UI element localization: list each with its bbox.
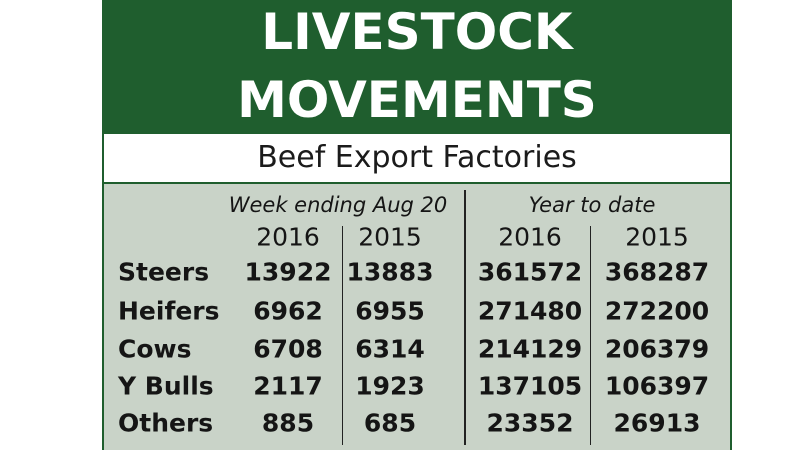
row-label: Others bbox=[118, 408, 214, 438]
table-cell: 137105 bbox=[477, 371, 583, 401]
group-header-ytd: Year to date bbox=[528, 193, 656, 217]
table-cell: 6955 bbox=[355, 296, 425, 326]
column-divider-ytd bbox=[590, 226, 591, 445]
table-cell: 214129 bbox=[477, 334, 583, 364]
table-cell: 23352 bbox=[486, 408, 574, 438]
table-cell: 106397 bbox=[604, 371, 710, 401]
table-cell: 685 bbox=[363, 408, 417, 438]
title-banner: LIVESTOCK MOVEMENTS bbox=[104, 0, 730, 134]
row-label: Y Bulls bbox=[118, 371, 214, 401]
table-cell: 26913 bbox=[613, 408, 701, 438]
table-cell: 6962 bbox=[253, 296, 323, 326]
column-header: 2016 bbox=[498, 222, 562, 252]
title-line-1: LIVESTOCK bbox=[261, 3, 573, 61]
row-label: Heifers bbox=[118, 296, 220, 326]
table-cell: 13883 bbox=[346, 257, 434, 287]
table-cell: 368287 bbox=[604, 257, 710, 287]
column-header: 2015 bbox=[358, 222, 422, 252]
table-cell: 6314 bbox=[355, 334, 425, 364]
row-label: Steers bbox=[118, 257, 210, 287]
group-header-week: Week ending Aug 20 bbox=[228, 193, 448, 217]
row-label: Cows bbox=[118, 334, 192, 364]
table-cell: 361572 bbox=[477, 257, 583, 287]
table-cell: 885 bbox=[261, 408, 315, 438]
group-divider bbox=[464, 190, 466, 445]
subtitle: Beef Export Factories bbox=[104, 134, 730, 184]
table-cell: 1923 bbox=[355, 371, 425, 401]
table-cell: 272200 bbox=[604, 296, 710, 326]
table-cell: 271480 bbox=[477, 296, 583, 326]
table-cell: 206379 bbox=[604, 334, 710, 364]
column-header: 2016 bbox=[256, 222, 320, 252]
table-cell: 13922 bbox=[244, 257, 332, 287]
title-line-2: MOVEMENTS bbox=[237, 71, 597, 129]
table-cell: 2117 bbox=[253, 371, 323, 401]
column-divider-week bbox=[342, 226, 343, 445]
livestock-table-panel: LIVESTOCK MOVEMENTS Beef Export Factorie… bbox=[102, 0, 732, 450]
column-header: 2015 bbox=[625, 222, 689, 252]
table-cell: 6708 bbox=[253, 334, 323, 364]
